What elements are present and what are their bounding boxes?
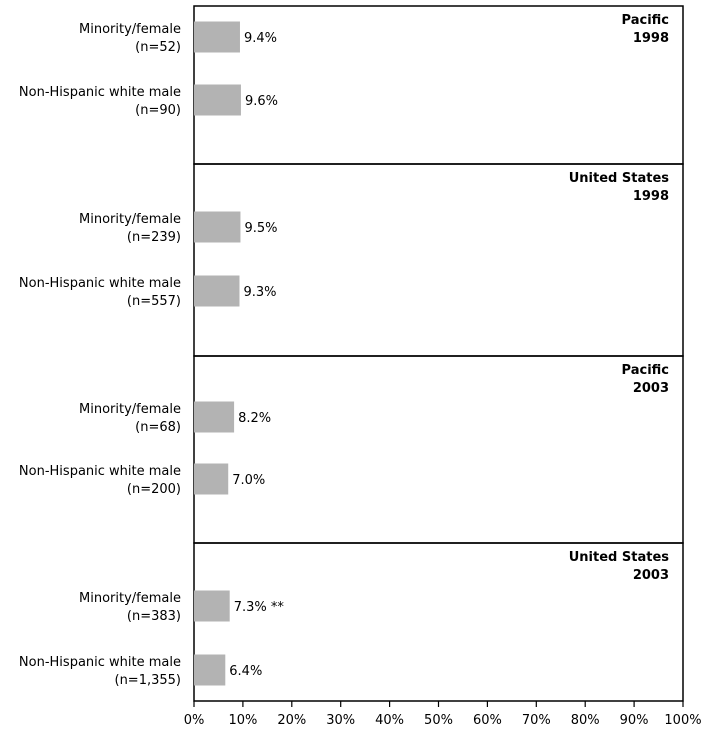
x-axis-tick-label: 0% xyxy=(184,713,205,728)
bar-value-label: 7.3% ** xyxy=(234,600,285,615)
x-axis-tick-label: 100% xyxy=(664,713,701,728)
bar xyxy=(194,590,230,622)
bar-value-label: 7.0% xyxy=(232,473,265,488)
bar-value-label: 9.3% xyxy=(243,285,276,300)
bar-sample-size-label: (n=383) xyxy=(127,609,181,624)
bar-value-label: 9.4% xyxy=(244,31,277,46)
x-axis-tick-label: 90% xyxy=(620,713,649,728)
panel-title-line1: Pacific xyxy=(622,363,669,378)
panel-title-line2: 1998 xyxy=(633,31,669,46)
bar-sample-size-label: (n=557) xyxy=(127,294,181,309)
bar-sample-size-label: (n=239) xyxy=(127,230,181,245)
bar-category-label: Minority/female xyxy=(79,402,181,417)
panel-title-line2: 2003 xyxy=(633,381,669,396)
bar-category-label: Minority/female xyxy=(79,22,181,37)
bar-category-label: Non-Hispanic white male xyxy=(19,276,181,291)
bar-sample-size-label: (n=200) xyxy=(127,482,181,497)
x-axis-tick-label: 70% xyxy=(522,713,551,728)
bar xyxy=(194,211,241,243)
x-axis-tick-label: 20% xyxy=(277,713,306,728)
bar-value-label: 6.4% xyxy=(229,664,262,679)
bar xyxy=(194,275,240,307)
x-axis-tick-label: 50% xyxy=(424,713,453,728)
panel-frame xyxy=(193,542,684,702)
bar-sample-size-label: (n=90) xyxy=(135,103,181,118)
bar-value-label: 8.2% xyxy=(238,411,271,426)
x-axis-tick-label: 40% xyxy=(375,713,404,728)
bar xyxy=(194,21,240,53)
bar xyxy=(194,84,241,116)
bar-category-label: Minority/female xyxy=(79,591,181,606)
x-axis-tick-label: 30% xyxy=(326,713,355,728)
panel-title-line1: United States xyxy=(569,171,670,186)
bar-category-label: Minority/female xyxy=(79,212,181,227)
bar-sample-size-label: (n=1,355) xyxy=(115,673,182,688)
bar xyxy=(194,654,226,686)
panel-title-line1: United States xyxy=(569,550,670,565)
x-axis-tick-label: 10% xyxy=(228,713,257,728)
panel-frame xyxy=(193,163,684,357)
bar-category-label: Non-Hispanic white male xyxy=(19,464,181,479)
bar xyxy=(194,463,229,495)
bar-category-label: Non-Hispanic white male xyxy=(19,85,181,100)
bar-value-label: 9.6% xyxy=(245,94,278,109)
bar xyxy=(194,401,235,433)
bar-category-label: Non-Hispanic white male xyxy=(19,655,181,670)
panel-title-line1: Pacific xyxy=(622,13,669,28)
x-axis-tick-label: 60% xyxy=(473,713,502,728)
panel-title-line2: 1998 xyxy=(633,189,669,204)
panel-title-line2: 2003 xyxy=(633,568,669,583)
panel-frame xyxy=(193,5,684,165)
bar-value-label: 9.5% xyxy=(244,221,277,236)
bar-sample-size-label: (n=52) xyxy=(135,40,181,55)
x-axis-tick-label: 80% xyxy=(571,713,600,728)
panel-frame xyxy=(193,355,684,544)
bar-sample-size-label: (n=68) xyxy=(135,420,181,435)
